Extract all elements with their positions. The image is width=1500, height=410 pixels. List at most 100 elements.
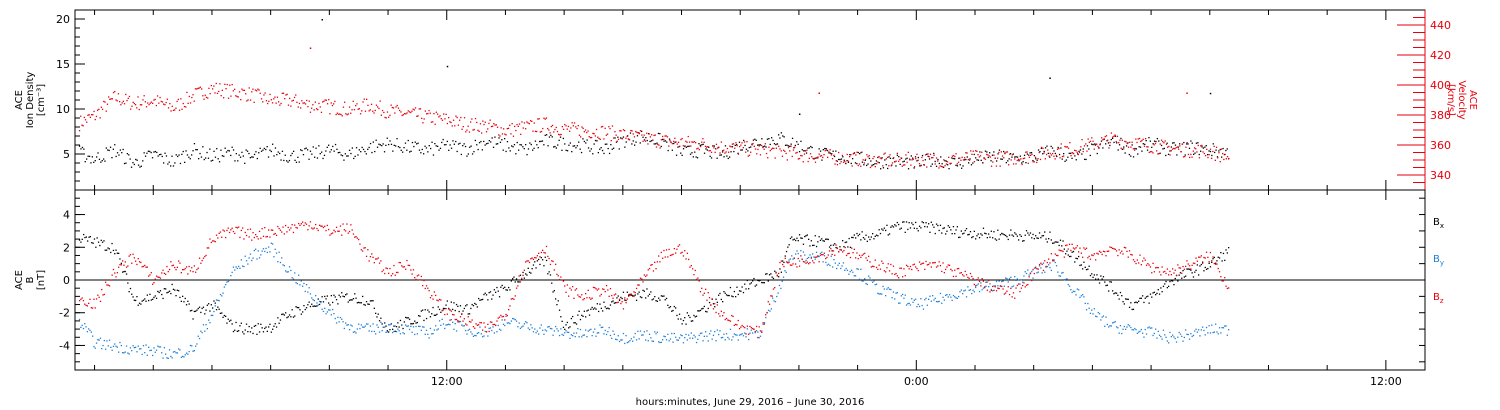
data-point [879,157,881,159]
data-point [673,248,675,250]
data-point [296,101,298,103]
data-point [282,264,284,266]
data-point [440,299,442,301]
data-point [351,109,353,111]
data-point [530,258,532,260]
data-point [110,251,112,254]
data-point [309,111,312,113]
data-point [430,121,433,123]
data-point [372,110,374,112]
data-point [637,330,639,332]
data-point [803,150,805,152]
data-point [394,325,396,327]
data-point [360,249,362,251]
data-point [579,296,582,298]
data-point [121,152,123,154]
data-point [269,149,271,151]
data-point [1202,326,1204,328]
data-point [145,106,148,108]
data-point [686,252,688,254]
data-point [215,309,218,311]
data-point [484,144,486,146]
data-point [196,149,198,151]
data-point [281,150,284,152]
data-point [539,131,541,133]
data-point [660,139,662,141]
data-point [1215,149,1217,151]
data-point [466,155,468,157]
data-point [389,329,391,331]
data-point [88,302,90,304]
data-point [838,158,840,161]
data-point [253,325,255,327]
data-point [643,274,645,276]
data-point [770,295,772,297]
data-point [1016,159,1018,162]
data-point [1201,146,1203,148]
data-point [1109,325,1111,327]
data-point [459,316,462,318]
data-point [480,333,482,335]
data-point [346,155,348,157]
data-point [80,241,82,243]
data-point [765,273,767,275]
data-point [909,304,912,306]
data-point [1084,248,1086,250]
data-point [481,132,483,134]
data-point [356,302,358,304]
data-point [759,335,762,337]
data-point [101,108,104,110]
ylabel-right-line1: ACE [1467,90,1478,110]
data-point [999,285,1002,287]
data-point [401,114,403,117]
data-point [719,152,721,154]
data-point [999,234,1002,236]
data-point [828,151,830,153]
data-point [873,238,875,240]
data-point [1066,278,1068,280]
data-point [942,296,944,298]
data-point [912,158,914,160]
data-point [226,229,228,232]
data-point [952,226,955,228]
data-point [689,266,691,268]
data-point [374,109,376,112]
data-point [920,298,922,300]
data-point [669,254,672,257]
data-point [182,355,184,358]
data-point [525,261,527,263]
data-point [185,266,188,268]
data-point [1162,140,1164,143]
data-point [1177,146,1179,148]
data-point [858,163,861,165]
data-point [754,148,757,150]
data-point [289,97,291,100]
data-point [424,145,426,147]
data-point [487,323,489,325]
data-point [830,244,832,246]
data-point [766,273,768,275]
data-point [1145,138,1147,140]
data-point [1055,254,1058,257]
data-point [291,309,293,311]
data-point [967,234,969,236]
data-point [899,267,901,269]
data-point [258,230,261,232]
data-point [1187,268,1189,270]
data-point [294,159,296,161]
data-point [866,283,868,286]
data-point [783,261,785,264]
data-point [659,147,661,149]
data-point [411,273,413,275]
data-point [982,280,985,282]
data-point [952,157,954,160]
data-point [874,235,876,237]
data-point [888,288,891,290]
data-point [431,313,433,315]
data-point [148,104,150,106]
data-point [175,154,177,156]
data-point [693,274,695,276]
data-point [607,147,609,150]
data-point [1096,152,1098,155]
data-point [576,127,578,130]
